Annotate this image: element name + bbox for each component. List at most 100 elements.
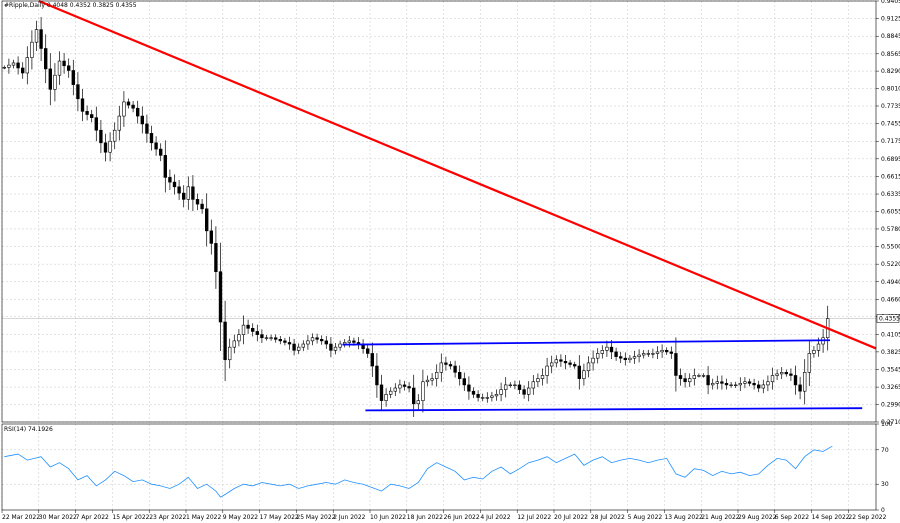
candle — [766, 375, 770, 392]
candle — [7, 58, 11, 74]
candle-body — [310, 337, 315, 342]
candle-body — [159, 148, 163, 156]
date-tick-label: 1 May 2022 — [186, 514, 221, 521]
price-tick-label: 0.8845 — [881, 33, 900, 40]
candle-body — [163, 155, 167, 178]
candle-body — [453, 365, 457, 373]
candle — [85, 105, 89, 121]
price-tick-label: 0.3545 — [881, 366, 900, 373]
date-tick-label: 13 Aug 2022 — [664, 514, 703, 521]
price-tick-label: 0.3825 — [881, 349, 900, 356]
candle — [738, 377, 742, 391]
candle — [292, 338, 296, 356]
downtrend-line — [38, 0, 877, 350]
candle — [729, 382, 733, 388]
rsi-line — [4, 445, 833, 498]
candle-body — [609, 346, 614, 353]
candle-body — [504, 384, 508, 390]
candle — [798, 376, 802, 400]
date-tick-label: 26 Jun 2022 — [444, 514, 480, 521]
date-tick-label: 5 Aug 2022 — [628, 514, 663, 521]
candle-body — [614, 351, 618, 357]
candle-body — [214, 243, 218, 273]
candle-body — [550, 362, 554, 367]
candle-body — [430, 378, 434, 381]
candle — [237, 329, 241, 347]
rsi-panel — [4, 445, 833, 498]
candle-body — [720, 381, 724, 384]
candle-body — [7, 64, 11, 68]
candle — [177, 180, 181, 200]
candle-body — [402, 384, 407, 387]
candle-body — [264, 337, 269, 339]
candle-body — [798, 384, 802, 392]
candle-body — [122, 101, 126, 117]
candle — [154, 136, 158, 156]
candle-body — [471, 390, 476, 395]
date-tick-label: 18 Jun 2022 — [407, 514, 443, 521]
candle — [476, 390, 480, 402]
candle-body — [517, 384, 522, 390]
candle — [269, 334, 273, 341]
candle — [62, 53, 66, 74]
candle-body — [665, 350, 669, 353]
candle — [568, 359, 572, 368]
candle — [494, 389, 499, 401]
candle-body — [149, 133, 154, 144]
candle — [780, 367, 784, 380]
candle-body — [25, 57, 29, 74]
candle — [2, 65, 6, 70]
candle — [632, 350, 637, 364]
candle-body — [30, 41, 34, 58]
candle — [655, 346, 660, 360]
candle-body — [131, 104, 135, 109]
price-tick-label: 0.7175 — [881, 138, 900, 145]
candle — [205, 193, 209, 247]
candle — [389, 387, 393, 399]
candle — [384, 388, 388, 407]
candle-body — [642, 353, 646, 356]
price-tick-label: 0.6055 — [881, 209, 900, 216]
candle — [71, 59, 75, 96]
candle — [642, 350, 646, 359]
candle — [481, 393, 485, 402]
candle-body — [674, 353, 678, 376]
candle-body — [251, 328, 255, 332]
candle — [421, 369, 425, 413]
candle — [57, 51, 62, 85]
candle — [591, 350, 595, 371]
candle — [287, 336, 292, 350]
candle-body — [182, 192, 186, 200]
candle-body — [140, 115, 144, 125]
candle-body — [85, 111, 89, 115]
candle-body — [462, 378, 466, 386]
candle — [812, 346, 816, 358]
candle-body — [494, 394, 499, 397]
candle-body — [752, 383, 756, 386]
candle — [793, 365, 798, 395]
date-tick-label: 17 May 2022 — [260, 514, 299, 521]
candle — [789, 368, 793, 381]
candle — [94, 106, 98, 142]
candle-body — [94, 117, 98, 131]
candle-body — [260, 334, 264, 339]
candle — [761, 379, 765, 394]
candle — [513, 380, 517, 390]
candle-body — [154, 142, 158, 150]
candle — [678, 368, 683, 386]
candle-body — [34, 29, 39, 43]
candle — [582, 363, 586, 386]
candle — [715, 375, 719, 390]
candle — [11, 59, 16, 69]
candle-body — [269, 337, 273, 339]
price-tick-label: 0.6895 — [881, 156, 900, 163]
candle — [458, 365, 462, 386]
candle — [251, 323, 255, 337]
candle — [200, 199, 204, 214]
candle — [688, 373, 692, 388]
rsi-tick-label: 70 — [881, 447, 889, 454]
price-tick-label: 0.4105 — [881, 331, 900, 338]
